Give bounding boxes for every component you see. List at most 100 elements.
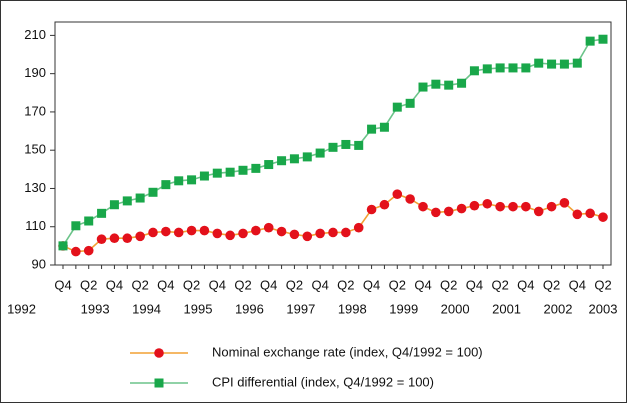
x-tick-label: Q2 bbox=[491, 277, 508, 292]
point bbox=[354, 140, 364, 150]
point bbox=[572, 58, 582, 68]
point bbox=[186, 225, 197, 236]
legend-label: CPI differential (index, Q4/1992 = 100) bbox=[212, 374, 434, 389]
x-tick-label: Q2 bbox=[594, 277, 611, 292]
point bbox=[71, 221, 81, 231]
point bbox=[366, 204, 377, 215]
x-tick-label: Q4 bbox=[106, 277, 123, 292]
point bbox=[341, 227, 351, 238]
x-tick-label: Q4 bbox=[466, 277, 483, 292]
point bbox=[277, 156, 287, 166]
point bbox=[263, 222, 274, 233]
point bbox=[456, 203, 467, 214]
x-tick-label: Q4 bbox=[260, 277, 277, 292]
point bbox=[289, 229, 300, 240]
point bbox=[572, 209, 583, 220]
x-year-label: 1993 bbox=[81, 301, 110, 316]
point bbox=[302, 152, 312, 162]
point bbox=[71, 246, 81, 257]
point bbox=[83, 245, 94, 256]
point bbox=[521, 63, 531, 73]
point bbox=[495, 63, 505, 73]
point bbox=[84, 216, 94, 226]
point bbox=[251, 163, 261, 173]
point bbox=[302, 231, 313, 242]
point bbox=[289, 154, 299, 164]
y-tick-label: 150 bbox=[24, 142, 46, 157]
point bbox=[225, 230, 235, 241]
point bbox=[367, 124, 377, 134]
point bbox=[96, 234, 107, 244]
point bbox=[418, 201, 428, 212]
point bbox=[109, 233, 120, 244]
point bbox=[122, 233, 133, 244]
x-tick-label: Q2 bbox=[183, 277, 200, 292]
point bbox=[109, 200, 119, 210]
point bbox=[508, 201, 518, 212]
point bbox=[148, 227, 158, 238]
point bbox=[341, 139, 351, 149]
point bbox=[251, 225, 261, 236]
point bbox=[585, 208, 595, 219]
point bbox=[392, 189, 403, 200]
point bbox=[457, 78, 467, 88]
x-tick-label: Q2 bbox=[80, 277, 97, 292]
x-year-label: 2003 bbox=[589, 301, 618, 316]
x-year-label: 2001 bbox=[492, 301, 521, 316]
point bbox=[173, 227, 184, 238]
x-tick-label: Q4 bbox=[311, 277, 328, 292]
x-tick-label: Q2 bbox=[131, 277, 148, 292]
x-tick-label: Q4 bbox=[54, 277, 71, 292]
point bbox=[495, 201, 505, 212]
y-tick-label: 190 bbox=[24, 65, 46, 80]
point bbox=[431, 207, 441, 218]
point bbox=[405, 194, 415, 204]
x-year-label: 1992 bbox=[7, 301, 36, 316]
y-tick-label: 170 bbox=[24, 103, 46, 118]
point bbox=[199, 225, 210, 236]
point bbox=[469, 200, 480, 211]
point bbox=[598, 34, 608, 44]
point bbox=[392, 102, 402, 112]
point bbox=[199, 171, 209, 181]
point bbox=[315, 228, 325, 239]
point bbox=[469, 66, 479, 76]
x-tick-label: Q4 bbox=[414, 277, 431, 292]
point bbox=[238, 228, 248, 239]
x-tick-label: Q2 bbox=[440, 277, 457, 292]
x-tick-label: Q2 bbox=[389, 277, 406, 292]
x-tick-label: Q2 bbox=[337, 277, 354, 292]
point bbox=[546, 201, 557, 212]
point bbox=[97, 208, 107, 218]
x-tick-label: Q4 bbox=[569, 277, 586, 292]
x-tick-label: Q2 bbox=[543, 277, 560, 292]
x-year-label: 2000 bbox=[441, 301, 470, 316]
point bbox=[353, 222, 364, 233]
legend-label: Nominal exchange rate (index, Q4/1992 = … bbox=[212, 344, 483, 359]
y-tick-label: 210 bbox=[24, 27, 46, 42]
point bbox=[431, 79, 441, 89]
point bbox=[598, 212, 608, 222]
y-tick-label: 110 bbox=[25, 218, 46, 233]
legend-marker bbox=[154, 348, 164, 358]
x-year-label: 1995 bbox=[184, 301, 213, 316]
point bbox=[533, 206, 544, 217]
point bbox=[122, 196, 132, 206]
x-year-label: 2002 bbox=[544, 301, 573, 316]
x-year-label: 1999 bbox=[389, 301, 418, 316]
point bbox=[212, 168, 222, 178]
x-year-label: 1997 bbox=[286, 301, 315, 316]
point bbox=[135, 231, 145, 242]
x-tick-label: Q4 bbox=[517, 277, 534, 292]
point bbox=[443, 206, 454, 217]
x-tick-label: Q4 bbox=[363, 277, 380, 292]
x-year-label: 1996 bbox=[235, 301, 264, 316]
point bbox=[559, 59, 569, 69]
point bbox=[238, 165, 248, 175]
x-tick-label: Q4 bbox=[209, 277, 226, 292]
point bbox=[585, 36, 595, 46]
point bbox=[405, 98, 415, 108]
point bbox=[559, 198, 570, 208]
point bbox=[379, 199, 390, 210]
